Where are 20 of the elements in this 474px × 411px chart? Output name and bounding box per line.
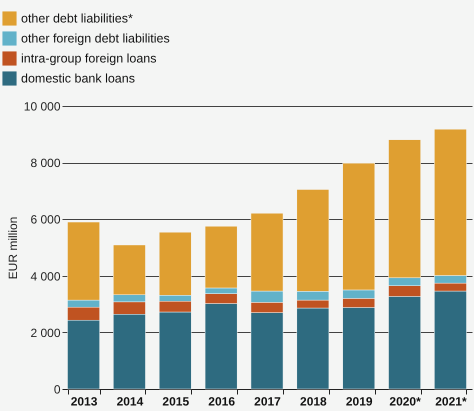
x-tick-label: 2018: [300, 394, 328, 408]
x-tick-label: 2020*: [389, 394, 422, 408]
legend-label: other foreign debt liabilities: [21, 32, 170, 46]
y-tick-label: 6 000: [30, 212, 61, 227]
y-tick-label: 8 000: [30, 156, 61, 170]
y-tick-label: 0: [54, 382, 61, 396]
x-tick-label: 2015: [162, 394, 190, 408]
legend-label: intra-group foreign loans: [21, 52, 156, 66]
x-tick-label: 2019: [346, 394, 373, 408]
y-axis-title: EUR million: [6, 216, 20, 280]
y-tick-label: 2 000: [30, 326, 61, 340]
x-tick-label: 2014: [116, 394, 144, 408]
x-tick-label: 2021*: [435, 394, 467, 408]
x-tick-label: 2016: [208, 394, 236, 408]
legend-label: other debt liabilities*: [21, 12, 134, 26]
x-tick-label: 2017: [254, 394, 282, 408]
legend-label: domestic bank loans: [21, 72, 135, 86]
y-tick-label: 4 000: [30, 269, 61, 284]
y-tick-label: 10 000: [24, 100, 61, 114]
x-tick-label: 2013: [70, 394, 98, 408]
